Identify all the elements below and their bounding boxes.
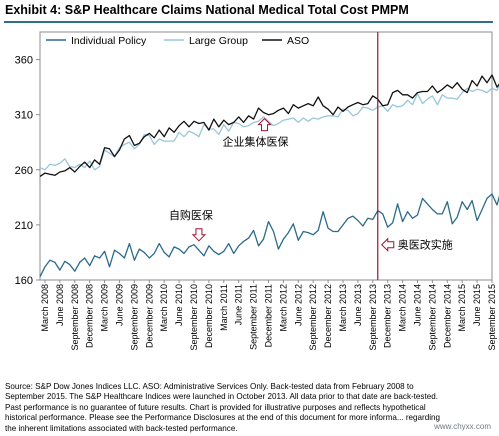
legend-label: Large Group <box>189 35 248 47</box>
legend-label: ASO <box>287 35 309 47</box>
x-tick-label: December 2013 <box>383 284 393 348</box>
x-tick-label: September 2013 <box>368 284 378 351</box>
x-tick-label: June 2010 <box>174 284 184 326</box>
source-line-4: historical performance. Please see the P… <box>5 413 441 423</box>
x-tick-label: September 2012 <box>308 284 318 351</box>
y-tick-label: 310 <box>15 110 33 122</box>
annotation-arrow-icon <box>191 228 207 242</box>
source-line-1: Source: S&P Dow Jones Indices LLC. ASO: … <box>5 382 414 391</box>
y-tick-label: 260 <box>15 165 33 177</box>
x-tick-label: December 2014 <box>442 284 452 348</box>
x-tick-label: June 2015 <box>472 284 482 326</box>
source-line-5: the inherent limitations associated with… <box>5 423 238 433</box>
x-tick-label: June 2013 <box>353 284 363 326</box>
series-line-aso <box>39 74 499 177</box>
series-line-individual-policy <box>39 193 499 277</box>
x-tick-label: June 2011 <box>234 284 244 325</box>
x-tick-label: March 2014 <box>398 284 408 332</box>
x-tick-label: March 2010 <box>159 284 169 332</box>
annotation-arrow-icon <box>381 237 395 252</box>
x-tick-label: September 2009 <box>129 284 139 351</box>
x-tick-label: June 2009 <box>114 284 124 326</box>
axes: 160 210 260 310 360 March 2008 June 2008 Septem… <box>15 31 497 351</box>
x-tick-label: September 2011 <box>249 284 259 350</box>
x-tick-label: March 2008 <box>40 284 50 332</box>
annotation-label: 奥医改实施 <box>398 238 453 252</box>
title-rule <box>4 21 493 23</box>
legend: Individual Policy Large Group ASO <box>46 35 309 47</box>
annotation-arrow-icon <box>257 117 272 132</box>
series-layer <box>39 74 499 277</box>
x-tick-label: March 2009 <box>100 284 110 332</box>
x-tick-label: March 2012 <box>278 284 288 332</box>
source-note: Source: S&P Dow Jones Indices LLC. ASO: … <box>5 382 495 434</box>
x-tick-label: December 2012 <box>323 284 333 348</box>
x-tick-label: June 2008 <box>55 284 65 326</box>
x-tick-label: December 2011 <box>263 284 273 347</box>
x-tick-label: September 2015 <box>487 284 497 351</box>
x-tick-label: September 2010 <box>189 284 199 351</box>
annotation-label: 自购医保 <box>169 208 213 222</box>
source-line-2: September 2015. The S&P Healthcare Indic… <box>5 392 438 402</box>
x-tick-label: March 2015 <box>457 284 467 332</box>
source-line-3: Past performance is no guarantee of futu… <box>5 402 426 412</box>
x-tick-label: June 2012 <box>293 284 303 326</box>
x-tick-label: September 2008 <box>70 284 80 351</box>
x-tick-label: March 2013 <box>338 284 348 332</box>
y-tick-label: 210 <box>15 220 33 232</box>
x-tick-label: June 2014 <box>412 284 422 326</box>
x-tick-label: September 2014 <box>427 284 437 351</box>
plot-frame <box>39 31 493 281</box>
y-tick-label: 160 <box>15 275 33 287</box>
x-tick-label: December 2008 <box>85 284 95 348</box>
x-tick-label: December 2010 <box>204 284 214 348</box>
watermark: www.chyxx.com <box>434 422 491 431</box>
line-chart: 160 210 260 310 360 March 2008 June 2008 Septem… <box>15 31 499 351</box>
chart-title: Exhibit 4: S&P Healthcare Claims Nationa… <box>5 3 409 17</box>
legend-label: Individual Policy <box>71 35 147 47</box>
series-line-large-group <box>39 84 499 171</box>
annotation-label: 企业集体医保 <box>223 135 289 149</box>
x-tick-label: December 2009 <box>144 284 154 348</box>
x-tick-label: March 2011 <box>219 284 229 331</box>
y-tick-label: 360 <box>15 55 33 67</box>
